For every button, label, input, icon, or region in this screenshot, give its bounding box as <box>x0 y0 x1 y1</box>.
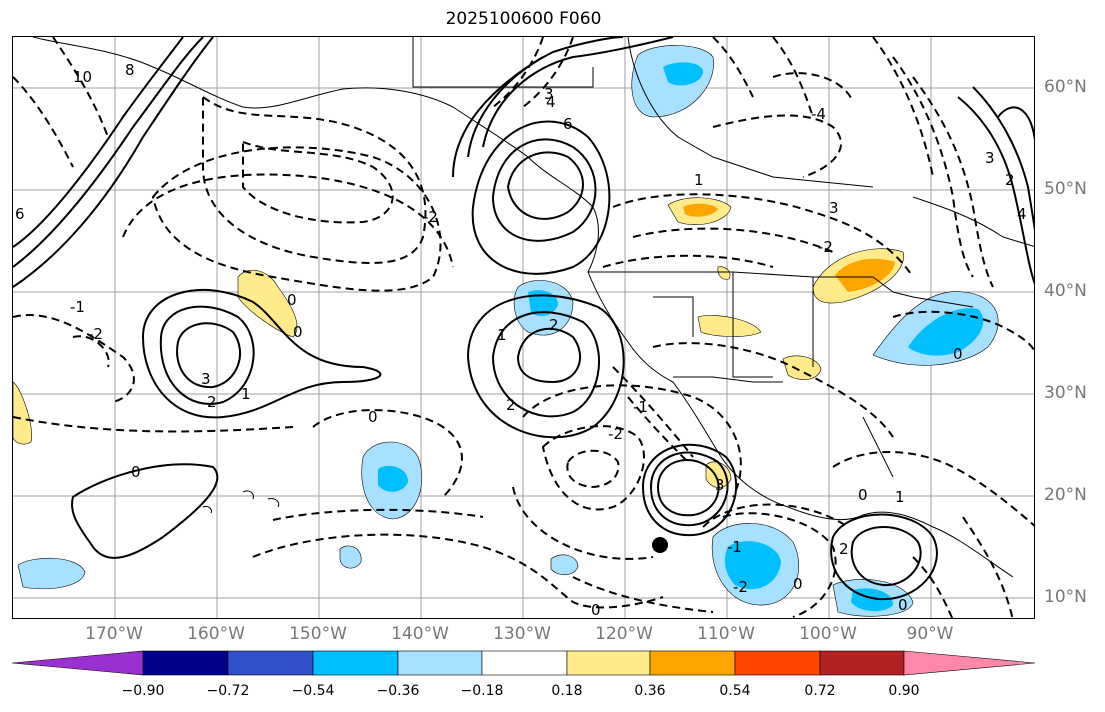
lat-label: 30°N <box>1044 383 1087 403</box>
contour-label: 0 <box>368 408 378 426</box>
map-title: 2025100600 F060 <box>445 9 602 29</box>
map-panel: 10 8 6 4 6 3 3 2 2 2 1 1 3 1 3 2 1 0 3 2… <box>12 36 1035 619</box>
lon-label: 150°W <box>289 624 347 644</box>
colorbar-segment <box>649 650 736 676</box>
colorbar-segment <box>12 650 144 676</box>
colorbar-segment <box>734 650 821 676</box>
solid-contours <box>13 37 1034 601</box>
colorbar-tick: 0.54 <box>719 683 751 699</box>
colorbar-segments <box>12 650 1035 676</box>
contour-label: 3 <box>715 476 725 494</box>
contour-label: -2 <box>423 208 438 226</box>
lon-label: 130°W <box>493 624 551 644</box>
colorbar-segment <box>227 650 314 676</box>
colorbar-tick: 0.36 <box>634 683 666 699</box>
colorbar-tick: 0.18 <box>551 683 583 699</box>
lon-label: 140°W <box>391 624 449 644</box>
lat-label: 60°N <box>1044 77 1087 97</box>
colorbar <box>12 650 1035 676</box>
contour-label-group: 10 8 6 4 6 3 3 2 2 2 1 1 3 1 3 2 1 0 3 2… <box>15 61 1027 619</box>
contour-label: 0 <box>953 345 963 363</box>
contour-label: 0 <box>793 575 803 593</box>
contour-label: -2 <box>818 238 833 256</box>
contour-label: 1 <box>694 171 704 189</box>
colorbar-tick: −0.72 <box>206 683 250 699</box>
contour-label: 0 <box>131 463 141 481</box>
lon-label: 100°W <box>799 624 857 644</box>
lon-label: 160°W <box>187 624 245 644</box>
lat-label: 50°N <box>1044 179 1087 199</box>
contour-label: 2 <box>207 393 217 411</box>
contour-label: 4 <box>1017 205 1027 223</box>
lon-label: 120°W <box>595 624 653 644</box>
contour-label: 1 <box>497 326 507 344</box>
contour-label: 0 <box>858 486 868 504</box>
colorbar-segment <box>819 650 905 676</box>
contour-label: 4 <box>546 93 556 111</box>
contour-label: -2 <box>88 325 103 343</box>
contour-label: 1 <box>241 385 251 403</box>
contour-label: 8 <box>125 61 135 79</box>
lat-label: 10°N <box>1044 587 1087 607</box>
contour-label: -1 <box>70 298 85 316</box>
contour-label: 6 <box>15 205 25 223</box>
lon-label: 110°W <box>697 624 755 644</box>
colorbar-segment <box>566 650 651 676</box>
colorbar-tick: 0.90 <box>888 683 920 699</box>
contour-label: -2 <box>608 425 623 443</box>
contour-label: 0 <box>591 601 601 619</box>
contour-label: 10 <box>73 68 92 86</box>
colorbar-tick: −0.54 <box>291 683 335 699</box>
contour-label: 2 <box>506 396 516 414</box>
contour-label: -2 <box>733 578 748 596</box>
dashed-contours <box>13 37 1034 618</box>
contour-label: 1 <box>895 488 905 506</box>
yellow-patch-150w <box>237 269 298 338</box>
contour-label: 3 <box>985 149 995 167</box>
contour-label: -4 <box>811 105 826 123</box>
contour-label: 2 <box>1005 171 1015 189</box>
contour-label: 3 <box>544 85 554 103</box>
colorbar-tick: 0.72 <box>804 683 836 699</box>
lon-label: 90°W <box>906 624 954 644</box>
storm-center-marker <box>652 537 668 553</box>
contour-label: -1 <box>727 538 742 556</box>
contour-label: 0 <box>293 323 303 341</box>
colorbar-segment <box>397 650 483 676</box>
colorbar-segment <box>142 650 229 676</box>
colorbar-tick: −0.36 <box>376 683 420 699</box>
colorbar-tick: −0.90 <box>121 683 165 699</box>
contour-label: 3 <box>201 370 211 388</box>
contour-label: 3 <box>829 199 839 217</box>
contour-label: 2 <box>839 540 849 558</box>
contour-label: -1 <box>633 398 648 416</box>
contour-label: 0 <box>287 291 297 309</box>
contour-label: 2 <box>549 316 559 334</box>
contour-label: 6 <box>563 115 573 133</box>
lon-label: 170°W <box>85 624 143 644</box>
colorbar-segment <box>481 650 568 676</box>
contour-label: 0 <box>898 596 908 614</box>
colorbar-segment <box>903 650 1035 676</box>
lat-label: 20°N <box>1044 485 1087 505</box>
lat-label: 40°N <box>1044 281 1087 301</box>
colorbar-tick: −0.18 <box>460 683 504 699</box>
colorbar-segment <box>312 650 399 676</box>
